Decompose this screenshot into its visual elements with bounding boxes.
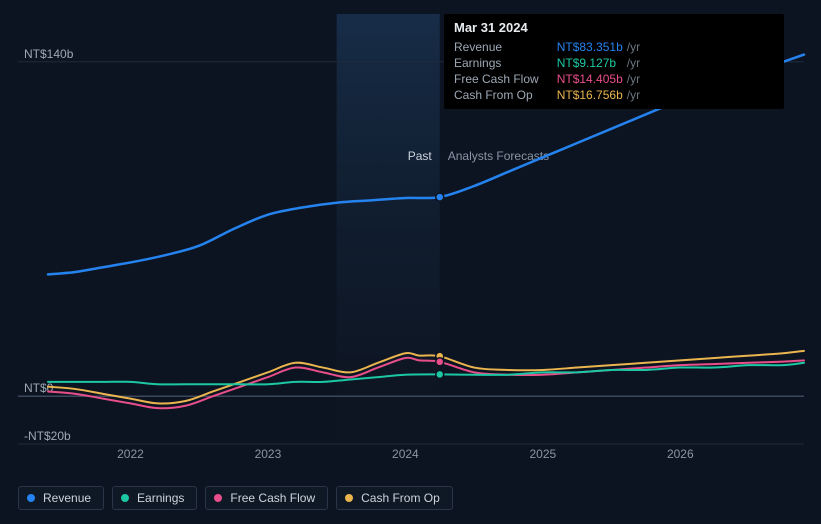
- tooltip-metric-label: Free Cash Flow: [454, 71, 557, 87]
- legend-swatch: [27, 494, 35, 502]
- x-axis-label: 2025: [529, 447, 556, 461]
- tooltip-metric-unit: /yr: [623, 55, 640, 71]
- marker-free-cash-flow: [436, 358, 444, 366]
- legend-label: Cash From Op: [361, 491, 440, 505]
- tooltip-metric-label: Cash From Op: [454, 87, 557, 103]
- tooltip-metric-unit: /yr: [623, 39, 640, 55]
- tooltip-metric-label: Earnings: [454, 55, 557, 71]
- y-axis-label: -NT$20b: [24, 429, 71, 443]
- tooltip-row: EarningsNT$9.127b/yr: [454, 55, 640, 71]
- tooltip-date: Mar 31 2024: [454, 20, 774, 35]
- legend-label: Free Cash Flow: [230, 491, 315, 505]
- tooltip-metric-value: NT$14.405b: [557, 71, 623, 87]
- past-label: Past: [408, 149, 433, 163]
- x-axis-label: 2023: [255, 447, 282, 461]
- marker-revenue: [436, 193, 444, 201]
- tooltip-row: Cash From OpNT$16.756b/yr: [454, 87, 640, 103]
- legend-label: Revenue: [43, 491, 91, 505]
- tooltip-table: RevenueNT$83.351b/yrEarningsNT$9.127b/yr…: [454, 39, 640, 103]
- y-axis-label: NT$0: [24, 381, 54, 395]
- legend: Revenue Earnings Free Cash Flow Cash From O…: [18, 486, 453, 510]
- legend-item-cash-from-op[interactable]: Cash From Op: [336, 486, 453, 510]
- tooltip-metric-value: NT$83.351b: [557, 39, 623, 55]
- tooltip-row: Free Cash FlowNT$14.405b/yr: [454, 71, 640, 87]
- tooltip-metric-value: NT$16.756b: [557, 87, 623, 103]
- x-axis-label: 2026: [667, 447, 694, 461]
- legend-swatch: [121, 494, 129, 502]
- legend-item-revenue[interactable]: Revenue: [18, 486, 104, 510]
- tooltip-metric-unit: /yr: [623, 71, 640, 87]
- legend-swatch: [214, 494, 222, 502]
- data-tooltip: Mar 31 2024 RevenueNT$83.351b/yrEarnings…: [444, 14, 784, 109]
- legend-swatch: [345, 494, 353, 502]
- tooltip-metric-label: Revenue: [454, 39, 557, 55]
- legend-item-free-cash-flow[interactable]: Free Cash Flow: [205, 486, 328, 510]
- marker-earnings: [436, 370, 444, 378]
- legend-item-earnings[interactable]: Earnings: [112, 486, 197, 510]
- x-axis-label: 2024: [392, 447, 419, 461]
- tooltip-row: RevenueNT$83.351b/yr: [454, 39, 640, 55]
- legend-label: Earnings: [137, 491, 184, 505]
- tooltip-metric-value: NT$9.127b: [557, 55, 623, 71]
- tooltip-metric-unit: /yr: [623, 87, 640, 103]
- x-axis-label: 2022: [117, 447, 144, 461]
- y-axis-label: NT$140b: [24, 47, 74, 61]
- financial-forecast-chart: { "tooltip": { "date": "Mar 31 2024", "r…: [0, 0, 821, 524]
